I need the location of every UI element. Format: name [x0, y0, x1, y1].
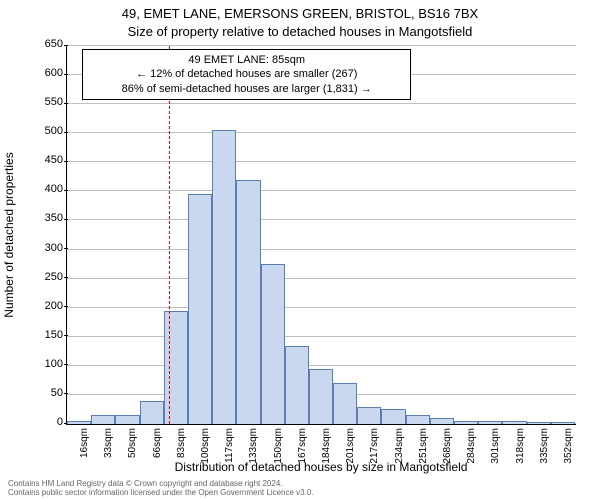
- histogram-bar: [406, 415, 430, 424]
- chart-title-line1: 49, EMET LANE, EMERSONS GREEN, BRISTOL, …: [0, 6, 600, 21]
- chart-title-line2: Size of property relative to detached ho…: [0, 24, 600, 39]
- histogram-bar: [236, 180, 260, 424]
- y-tick-label: 150: [23, 330, 67, 341]
- y-tick-label: 600: [23, 68, 67, 79]
- gridline: [67, 249, 576, 250]
- y-tick-label: 100: [23, 359, 67, 370]
- annotation-line1: 49 EMET LANE: 85sqm: [89, 53, 404, 67]
- annotation-line3: 86% of semi-detached houses are larger (…: [89, 82, 404, 96]
- y-tick-label: 550: [23, 97, 67, 108]
- gridline: [67, 161, 576, 162]
- footer-line1: Contains HM Land Registry data © Crown c…: [8, 479, 314, 489]
- gridline: [67, 219, 576, 220]
- y-tick-label: 0: [23, 417, 67, 428]
- y-tick-label: 500: [23, 126, 67, 137]
- gridline: [67, 132, 576, 133]
- gridline: [67, 336, 576, 337]
- histogram-bar: [357, 407, 381, 424]
- y-tick-label: 200: [23, 301, 67, 312]
- gridline: [67, 190, 576, 191]
- annotation-line2: ← 12% of detached houses are smaller (26…: [89, 67, 404, 81]
- annotation-box: 49 EMET LANE: 85sqm ← 12% of detached ho…: [82, 49, 411, 100]
- footer-attribution: Contains HM Land Registry data © Crown c…: [8, 479, 314, 498]
- histogram-bar: [164, 311, 188, 424]
- gridline: [67, 45, 576, 46]
- gridline: [67, 103, 576, 104]
- y-axis-label: Number of detached properties: [2, 45, 20, 425]
- y-tick-label: 400: [23, 184, 67, 195]
- histogram-bar: [140, 401, 164, 424]
- y-tick-label: 650: [23, 39, 67, 50]
- gridline: [67, 278, 576, 279]
- x-axis-label: Distribution of detached houses by size …: [66, 460, 576, 474]
- histogram-bar: [261, 264, 285, 424]
- gridline: [67, 307, 576, 308]
- gridline: [67, 365, 576, 366]
- histogram-bar: [285, 346, 309, 425]
- footer-line2: Contains public sector information licen…: [8, 488, 314, 498]
- y-tick-label: 450: [23, 155, 67, 166]
- plot-area: 0501001502002503003504004505005506006501…: [66, 45, 576, 425]
- y-tick-label: 50: [23, 388, 67, 399]
- reference-line: [169, 46, 170, 424]
- histogram-bar: [115, 415, 139, 424]
- y-tick-label: 250: [23, 272, 67, 283]
- y-tick-label: 350: [23, 213, 67, 224]
- histogram-bar: [188, 194, 212, 424]
- histogram-bar: [91, 415, 115, 424]
- histogram-bar: [309, 369, 333, 424]
- histogram-bar: [212, 130, 236, 424]
- histogram-bar: [381, 409, 405, 424]
- y-tick-label: 300: [23, 243, 67, 254]
- histogram-bar: [333, 383, 357, 424]
